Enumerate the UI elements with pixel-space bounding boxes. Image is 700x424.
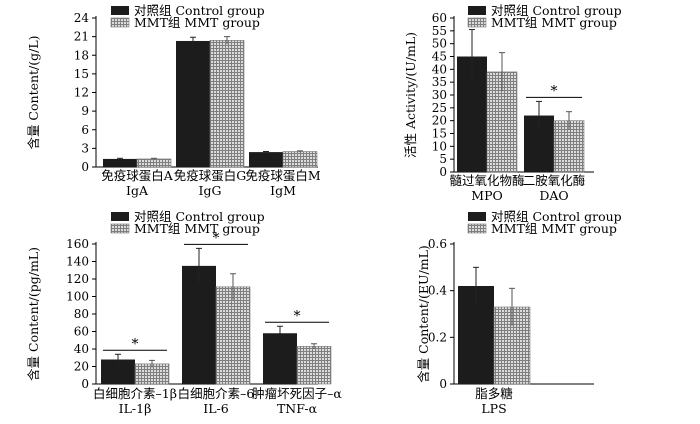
- y-tick-label: 20: [432, 114, 447, 128]
- bar-mmt-IgG: [209, 40, 245, 168]
- y-tick-label: 12: [74, 86, 89, 100]
- y-tick-label: 50: [432, 37, 447, 51]
- y-tick-label: 80: [74, 307, 89, 321]
- y-tick-label: 0: [439, 165, 447, 179]
- category-label-en: DAO: [539, 188, 568, 203]
- y-tick-label: 5: [439, 152, 447, 166]
- significance-marker: *: [294, 308, 301, 324]
- y-tick-label: 15: [432, 127, 447, 141]
- bar-control-IgA: [103, 158, 137, 167]
- category-label: 肿瘤坏死因子–α: [252, 386, 342, 401]
- legend-label: 对照组 Control group: [491, 3, 622, 18]
- legend-swatch-control: [468, 212, 486, 221]
- y-tick-label: 160: [66, 237, 89, 251]
- y-tick-label: 24: [74, 11, 90, 25]
- y-tick-label: 18: [74, 48, 89, 62]
- legend-swatch-control: [111, 6, 129, 15]
- y-tick-label: 0: [81, 377, 89, 391]
- bar-mmt-IgM: [282, 151, 318, 168]
- y-tick-label: 0.6: [428, 237, 447, 251]
- y-tick-label: 35: [432, 75, 447, 89]
- y-tick-label: 0: [81, 160, 89, 174]
- category-label: 脂多糖: [475, 386, 513, 401]
- category-label: 白细胞介素–1β: [93, 386, 177, 401]
- bar-control-IL-6: [182, 265, 216, 384]
- legend-label: MMT组 MMT group: [491, 221, 617, 236]
- category-label-en: IL-6: [203, 401, 228, 416]
- legend-swatch-mmt: [467, 223, 487, 234]
- category-label-en: TNF-α: [277, 401, 318, 416]
- y-tick-label: 40: [432, 62, 447, 76]
- category-label-en: LPS: [481, 401, 506, 416]
- y-tick-label: 120: [66, 272, 89, 286]
- significance-marker: *: [213, 230, 220, 246]
- y-tick-label: 60: [74, 325, 89, 339]
- y-tick-label: 0.2: [428, 330, 447, 344]
- y-tick-label: 60: [432, 11, 447, 25]
- category-label: 二胺氧化酶: [523, 173, 586, 188]
- y-tick-label: 55: [432, 24, 447, 38]
- y-tick-label: 0.4: [428, 284, 447, 298]
- y-tick-label: 140: [66, 255, 89, 269]
- legend-swatch-mmt: [467, 17, 487, 28]
- bar-control-TNF-α: [263, 333, 297, 384]
- y-axis-label: 含量 Content/(g/L): [26, 35, 41, 149]
- category-label-en: MPO: [471, 188, 502, 203]
- bar-mmt-TNF-α: [296, 346, 332, 385]
- category-label-en: IgA: [126, 183, 149, 198]
- legend-label: 对照组 Control group: [491, 209, 622, 224]
- category-label-en: IL-1β: [119, 401, 152, 416]
- y-tick-label: 30: [432, 88, 447, 102]
- y-tick-label: 0: [439, 377, 447, 391]
- legend-swatch-control: [111, 212, 129, 221]
- chart-panel-cytokines: 0 20 40 60 80 100 120 140 160 含量 Content/(pg/mL) 白…: [26, 209, 342, 416]
- category-label: 髓过氧化物酶: [449, 173, 524, 188]
- category-label: 免疫球蛋白M: [245, 168, 321, 183]
- significance-marker: *: [551, 83, 558, 99]
- y-tick-label: 15: [74, 67, 89, 81]
- legend-label: MMT组 MMT group: [491, 15, 617, 30]
- bar-mmt-IL-6: [215, 286, 251, 385]
- category-label: 免疫球蛋白A: [101, 168, 174, 183]
- legend-label: 对照组 Control group: [134, 209, 265, 224]
- y-axis-label: 含量 Content/(EU/mL): [416, 245, 431, 383]
- y-axis-label: 活性 Activity/(U/mL): [403, 32, 418, 158]
- category-label-en: IgM: [270, 183, 296, 198]
- y-tick-label: 40: [74, 342, 89, 356]
- y-tick-label: 10: [432, 139, 447, 153]
- y-tick-label: 6: [81, 123, 89, 137]
- legend-swatch-mmt: [110, 17, 130, 28]
- legend-label: MMT组 MMT group: [134, 221, 260, 236]
- y-tick-label: 3: [81, 141, 89, 155]
- legend-swatch-control: [468, 6, 486, 15]
- category-label: 免疫球蛋白G: [174, 168, 247, 183]
- y-tick-label: 45: [432, 50, 447, 64]
- bar-control-IgM: [249, 152, 283, 167]
- legend-label: MMT组 MMT group: [134, 15, 260, 30]
- significance-marker: *: [132, 336, 139, 352]
- legend-label: 对照组 Control group: [134, 3, 265, 18]
- bar-mmt-IgA: [136, 158, 172, 168]
- category-label: 白细胞介素–6: [178, 386, 255, 401]
- y-tick-label: 25: [432, 101, 447, 115]
- y-tick-label: 9: [81, 104, 89, 118]
- y-axis-label: 含量 Content/(pg/mL): [26, 247, 41, 381]
- y-tick-label: 21: [74, 30, 89, 44]
- category-label-en: IgG: [199, 183, 222, 198]
- legend-swatch-mmt: [110, 223, 130, 234]
- bar-control-IgG: [176, 40, 210, 167]
- y-tick-label: 100: [66, 290, 89, 304]
- y-tick-label: 20: [74, 360, 89, 374]
